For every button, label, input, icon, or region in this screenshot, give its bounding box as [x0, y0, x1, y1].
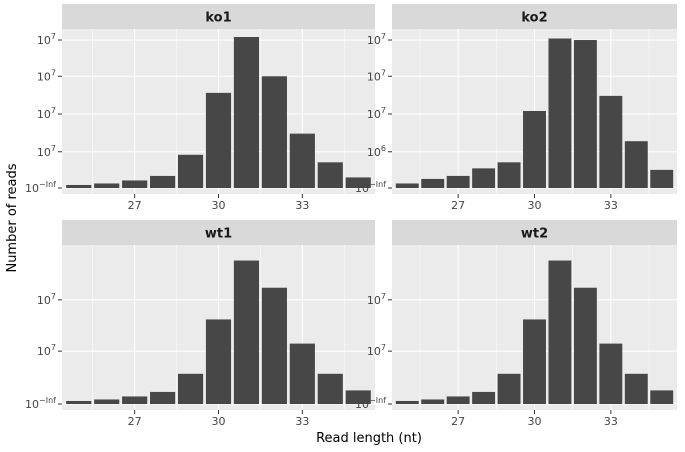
x-tick-label: 27 [128, 199, 142, 212]
y-axis-title: Number of reads [5, 163, 20, 272]
x-tick-label: 27 [451, 199, 465, 212]
y-tick-label: 107 [367, 292, 386, 307]
bar-wt1-29 [177, 373, 204, 404]
facet-panel-ko1: ko1 107 107 107 107 10−Inf 27 30 33 [25, 4, 375, 212]
bar-wt1-35 [345, 390, 371, 404]
y-tick-label: 107 [367, 106, 386, 121]
facet-strip [392, 220, 677, 245]
bar-ko2-34 [624, 141, 648, 188]
bar-ko1-25 [66, 184, 92, 188]
bar-wt2-27 [446, 396, 470, 404]
bar-wt2-35 [650, 390, 674, 404]
y-tick-label: 107 [37, 32, 56, 47]
bar-wt1-31 [233, 260, 260, 404]
bar-ko1-32 [261, 76, 287, 188]
bar-wt2-29 [497, 373, 521, 404]
bar-ko1-27 [122, 180, 148, 188]
bar-ko2-28 [472, 168, 496, 188]
bar-ko1-28 [150, 175, 176, 188]
y-tick-label: 107 [37, 106, 56, 121]
x-tick-label: 33 [295, 199, 309, 212]
facet-panel-wt1: wt1 107 107 10−Inf 27 30 33 [25, 220, 375, 428]
x-tick-label: 27 [451, 415, 465, 428]
x-tick-label: 33 [604, 415, 618, 428]
facet-strip [392, 4, 677, 29]
bar-wt2-32 [573, 287, 597, 404]
x-tick-label: 30 [212, 415, 226, 428]
y-tick-label: 10−Inf [355, 396, 386, 411]
facet-strip-label: wt1 [205, 227, 232, 242]
bar-wt1-30 [205, 319, 232, 404]
facet-strip-label: ko1 [205, 11, 231, 26]
bar-ko2-35 [650, 169, 674, 188]
x-tick-label: 30 [528, 415, 542, 428]
x-tick-label: 27 [128, 415, 142, 428]
x-axis-title: Read length (nt) [316, 431, 422, 446]
bar-wt2-26 [421, 399, 445, 404]
x-tick-label: 33 [604, 199, 618, 212]
y-tick-label: 107 [37, 144, 56, 159]
facet-strip [62, 220, 375, 245]
bar-wt2-28 [472, 391, 496, 404]
bar-wt2-25 [395, 400, 419, 404]
y-tick-label: 107 [367, 343, 386, 358]
facet-panel-wt2: wt2 107 107 10−Inf 27 30 33 [355, 220, 677, 428]
facet-strip-label: ko2 [521, 11, 547, 26]
bar-ko1-34 [317, 162, 343, 188]
facet-strip [62, 4, 375, 29]
bar-wt2-30 [523, 319, 546, 404]
bar-wt2-34 [624, 373, 648, 404]
bar-wt1-26 [94, 399, 120, 404]
bar-ko2-27 [446, 175, 470, 188]
bar-ko1-26 [94, 183, 120, 188]
bar-ko1-30 [205, 92, 232, 188]
bar-wt1-33 [289, 343, 315, 404]
y-tick-label: 10−Inf [355, 180, 386, 195]
facet-strip-label: wt2 [521, 227, 548, 242]
facet-panels: ko1 107 107 107 107 10−Inf 27 30 33 ko2 107 107 107 1… [25, 4, 677, 428]
bar-ko2-31 [548, 38, 572, 189]
y-tick-label: 10−Inf [25, 396, 56, 411]
bar-ko2-32 [573, 40, 597, 188]
y-tick-label: 107 [37, 292, 56, 307]
bar-ko1-35 [345, 177, 371, 188]
x-tick-label: 30 [528, 199, 542, 212]
y-tick-label: 107 [37, 68, 56, 83]
bar-wt1-27 [122, 396, 148, 404]
bar-ko1-29 [177, 154, 204, 188]
x-tick-label: 33 [295, 415, 309, 428]
bar-wt1-25 [66, 400, 92, 404]
x-tick-label: 30 [212, 199, 226, 212]
facet-panel-ko2: ko2 107 107 107 106 10−Inf 27 30 33 [355, 4, 677, 212]
bar-ko2-29 [497, 162, 521, 188]
y-tick-label: 10−Inf [25, 180, 56, 195]
bar-ko2-33 [599, 95, 623, 188]
bar-ko2-25 [395, 183, 419, 188]
bar-ko1-31 [233, 37, 260, 188]
y-tick-label: 107 [37, 343, 56, 358]
bar-wt1-28 [150, 391, 176, 404]
bar-ko2-26 [421, 178, 445, 188]
bar-wt2-33 [599, 343, 623, 404]
bar-wt2-31 [548, 260, 572, 404]
bar-wt1-32 [261, 287, 287, 404]
y-tick-label: 107 [367, 68, 386, 83]
bar-wt1-34 [317, 373, 343, 404]
bar-ko1-33 [289, 133, 315, 188]
y-tick-label: 106 [367, 144, 386, 159]
y-tick-label: 107 [367, 32, 386, 47]
bar-ko2-30 [523, 110, 546, 188]
